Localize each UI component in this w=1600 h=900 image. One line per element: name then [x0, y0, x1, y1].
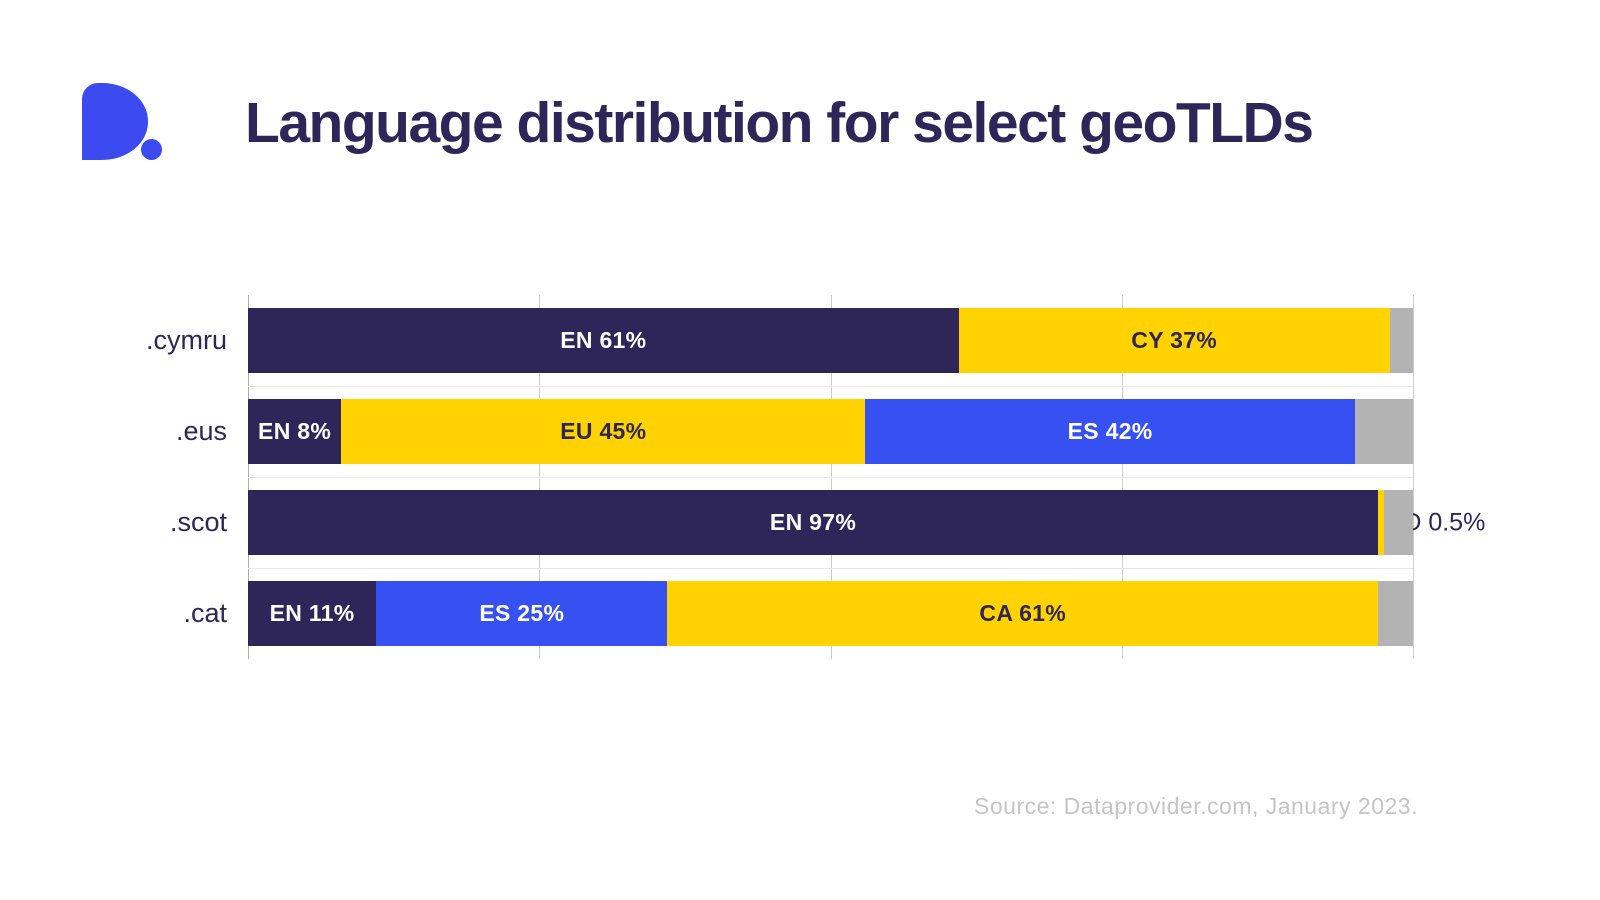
bar-segment-CA: CA 61% — [667, 581, 1379, 646]
bar-row-cymru: EN 61% CY 37% — [248, 295, 1413, 386]
logo-d-shape — [82, 83, 148, 160]
gridline-100pct — [1413, 295, 1414, 659]
stacked-bar: EN 8% EU 45% ES 42% — [248, 399, 1413, 464]
bar-segment-ES: ES 42% — [865, 399, 1355, 464]
row-separator — [248, 568, 1413, 569]
page-title: Language distribution for select geoTLDs — [245, 91, 1314, 155]
segment-label: ES 42% — [1067, 418, 1153, 444]
bar-row-eus: EN 8% EU 45% ES 42% — [248, 386, 1413, 477]
segment-label: EU 45% — [560, 418, 647, 444]
bar-row-scot: EN 97% — [248, 477, 1413, 568]
bar-row-cat: EN 11% ES 25% CA 61% — [248, 568, 1413, 659]
stacked-bar: EN 97% — [248, 490, 1413, 555]
bar-segment-other — [1378, 581, 1413, 646]
bar-segment-EN: EN 8% — [248, 399, 342, 464]
segment-label: EN 8% — [258, 418, 332, 444]
bar-segment-EN: EN 61% — [248, 308, 959, 373]
category-axis-labels: .cymru .eus .scot .cat — [0, 295, 227, 659]
bar-segment-CY: CY 37% — [958, 308, 1390, 373]
bar-segment-ES: ES 25% — [376, 581, 668, 646]
segment-label: EN 11% — [269, 600, 355, 626]
segment-label: CY 37% — [1131, 327, 1218, 353]
logo-dot — [141, 139, 162, 160]
segment-label: CA 61% — [979, 600, 1066, 626]
dataprovider-logo-icon — [82, 83, 172, 163]
row-label-cymru: .cymru — [146, 325, 227, 355]
row-separator — [248, 477, 1413, 478]
bar-segment-other — [1354, 399, 1413, 464]
bar-segment-GD — [1378, 490, 1384, 555]
stacked-bar: EN 61% CY 37% — [248, 308, 1413, 373]
row-separator — [248, 386, 1413, 387]
segment-label: EN 97% — [769, 509, 857, 535]
segment-label: ES 25% — [479, 600, 565, 626]
source-attribution: Source: Dataprovider.com, January 2023. — [974, 793, 1418, 819]
bar-segment-EN: EN 11% — [248, 581, 377, 646]
chart-plot-area: EN 61% CY 37% EN 8% EU 45% ES 42% GD 0.5% EN 9… — [248, 295, 1485, 659]
stacked-bar: EN 11% ES 25% CA 61% — [248, 581, 1413, 646]
segment-label: EN 61% — [560, 327, 647, 353]
row-label-scot: .scot — [169, 507, 227, 537]
bar-segment-other — [1383, 490, 1413, 555]
bar-segment-EN: EN 97% — [248, 490, 1379, 555]
bar-segment-EU: EU 45% — [341, 399, 866, 464]
bar-segment-other — [1389, 308, 1413, 373]
row-label-eus: .eus — [175, 416, 227, 446]
row-label-cat: .cat — [183, 598, 227, 628]
